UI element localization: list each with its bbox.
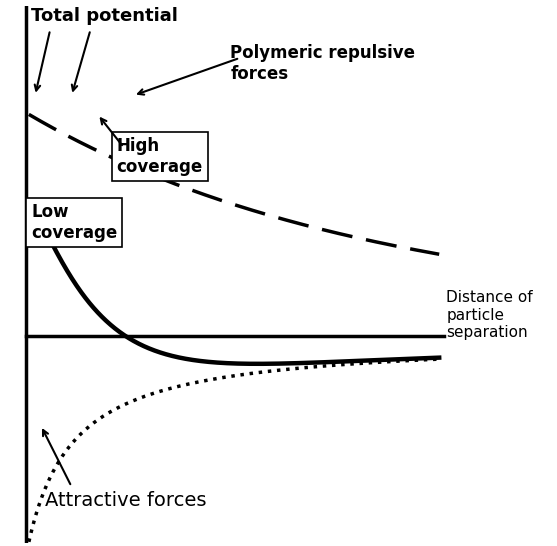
Text: Distance of
particle
separation: Distance of particle separation [446, 290, 533, 340]
Text: Attractive forces: Attractive forces [46, 491, 207, 511]
Text: Low
coverage: Low coverage [31, 204, 118, 242]
Text: High
coverage: High coverage [116, 138, 203, 176]
Text: Total potential: Total potential [31, 7, 178, 25]
Text: Polymeric repulsive
forces: Polymeric repulsive forces [231, 44, 416, 82]
